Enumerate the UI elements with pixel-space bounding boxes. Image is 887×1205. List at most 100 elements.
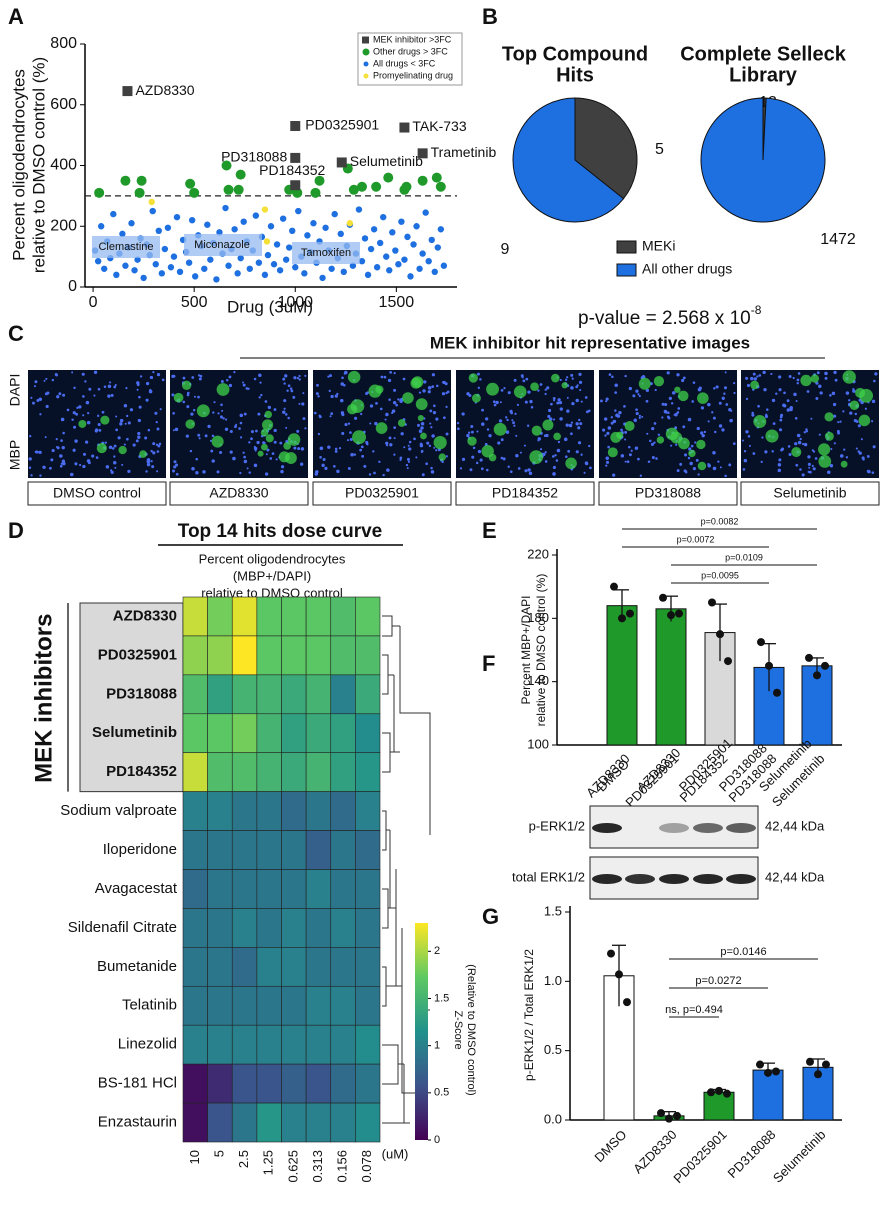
point: [252, 212, 260, 219]
nucleus: [232, 456, 236, 461]
point: [234, 270, 241, 277]
nucleus: [764, 414, 769, 419]
data-point: [626, 609, 634, 618]
nucleus: [816, 371, 820, 375]
nucleus: [189, 449, 193, 453]
nucleus: [511, 419, 514, 422]
band: [726, 823, 756, 833]
point: [188, 216, 196, 224]
nucleus: [275, 458, 278, 461]
heatmap-cell: [231, 674, 258, 715]
heatmap-cell: [231, 947, 258, 987]
data-point: [667, 611, 675, 620]
nucleus: [690, 444, 694, 448]
nucleus: [321, 463, 325, 468]
nucleus: [461, 457, 466, 462]
nucleus: [544, 388, 547, 391]
nucleus: [121, 463, 124, 466]
heatmap-cell: [281, 985, 307, 1026]
data-point: [756, 1060, 764, 1069]
nucleus: [742, 468, 746, 471]
nucleus: [383, 375, 387, 379]
nucleus: [848, 399, 851, 402]
nucleus: [375, 401, 378, 405]
nucleus: [500, 438, 504, 442]
nucleus: [871, 420, 874, 423]
nucleus: [725, 403, 729, 406]
heatmap-cell: [231, 869, 258, 909]
nucleus: [388, 436, 392, 440]
nucleus: [778, 375, 782, 379]
nucleus: [766, 408, 769, 411]
nucleus: [544, 451, 547, 454]
nucleus: [671, 391, 676, 395]
heatmap-cell: [281, 1102, 307, 1143]
nucleus: [289, 387, 293, 390]
heatmap-cell: [355, 674, 381, 715]
nucleus: [528, 471, 533, 476]
mbp-cell: [677, 390, 689, 402]
nucleus: [283, 399, 287, 403]
data-point: [623, 998, 631, 1007]
nucleus: [752, 452, 756, 455]
nucleus: [695, 458, 699, 462]
nucleus: [506, 418, 509, 422]
point: [273, 241, 281, 248]
heatmap-cell: [207, 713, 233, 754]
nucleus: [54, 372, 58, 376]
nucleus: [673, 413, 676, 416]
nucleus: [39, 474, 42, 477]
heatmap-cell: [281, 1024, 307, 1065]
mbp-cell: [481, 445, 494, 458]
nucleus: [298, 378, 301, 381]
nucleus: [258, 373, 262, 378]
point: [331, 210, 338, 218]
nucleus: [588, 444, 591, 448]
data-point: [764, 1068, 772, 1077]
col-unit: (uM): [382, 1146, 409, 1161]
nucleus: [840, 454, 844, 458]
nucleus: [282, 410, 286, 414]
legend-label: MEKi: [642, 238, 675, 254]
nucleus: [242, 451, 245, 454]
band: [592, 823, 622, 833]
heatmap-cell: [330, 1063, 356, 1104]
nucleus: [108, 445, 113, 450]
comparison-label: ns, p=0.494: [665, 1004, 723, 1016]
nucleus: [287, 384, 291, 388]
nucleus: [557, 398, 561, 402]
nucleus: [389, 443, 393, 447]
pie-title: Hits: [556, 64, 594, 86]
nucleus: [392, 400, 397, 405]
nucleus: [637, 457, 640, 461]
annotation-box: [92, 236, 160, 258]
data-point: [813, 671, 821, 680]
point: [201, 265, 208, 272]
nucleus: [248, 471, 251, 474]
nucleus: [81, 372, 85, 376]
point: [170, 253, 178, 260]
row-label: Enzastaurin: [98, 1114, 177, 1131]
nucleus: [152, 442, 156, 446]
point: [161, 245, 169, 253]
heatmap-cell: [256, 713, 282, 754]
nucleus: [127, 421, 131, 425]
point: [356, 181, 367, 192]
panel-letter: G: [482, 904, 499, 929]
heatmap-cell: [330, 947, 356, 987]
nucleus: [60, 439, 63, 442]
heatmap-cell: [182, 713, 208, 754]
point: [361, 235, 369, 242]
nucleus: [600, 399, 603, 403]
mbp-cell: [531, 425, 542, 436]
label-box: [740, 481, 880, 506]
nucleus: [97, 387, 101, 391]
nucleus: [382, 473, 385, 477]
panel-letter: D: [8, 518, 24, 543]
nucleus: [513, 378, 517, 382]
nucleus: [114, 384, 117, 387]
band: [625, 874, 655, 884]
nucleus: [333, 465, 336, 468]
nucleus: [173, 460, 177, 464]
